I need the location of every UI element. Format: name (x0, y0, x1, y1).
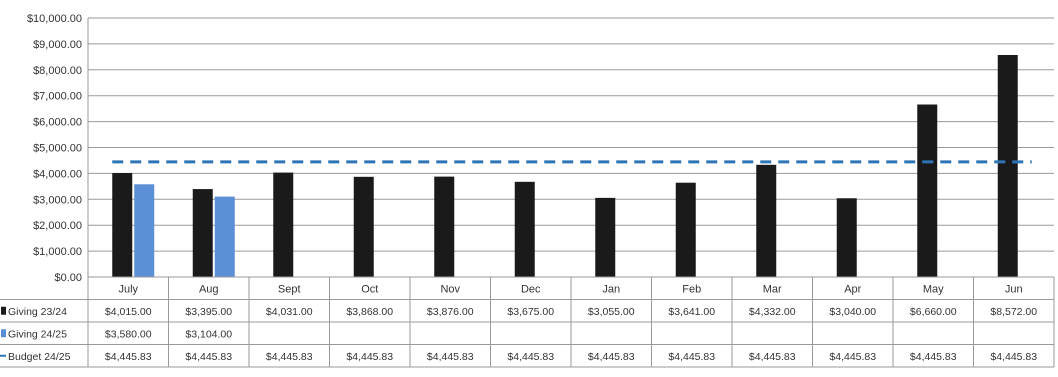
table-cell-value: $4,445.83 (507, 351, 554, 363)
table-cell-value: $4,445.83 (266, 351, 313, 363)
x-category-label: July (118, 283, 138, 295)
y-tick-label: $8,000.00 (33, 65, 82, 77)
bar-giving-23-24 (675, 182, 696, 277)
bar-giving-23-24 (112, 173, 133, 277)
table-cell-value: $4,445.83 (346, 351, 393, 363)
bar-giving-23-24 (273, 172, 294, 277)
table-cell-value: $4,445.83 (829, 351, 876, 363)
table-cell-value: $3,580.00 (105, 328, 152, 340)
y-tick-label: $6,000.00 (33, 117, 82, 129)
bar-giving-23-24 (756, 164, 777, 277)
gridlines (87, 17, 1054, 278)
x-category-label: Jun (1005, 283, 1023, 295)
x-category-label: Feb (682, 283, 701, 295)
x-category-label: Sept (278, 283, 301, 295)
bar-giving-23-24 (997, 54, 1018, 277)
y-tick-label: $10,000.00 (27, 13, 82, 25)
legend-key-giving-24-25 (1, 329, 6, 338)
y-tick-label: $4,000.00 (33, 168, 82, 180)
bar-giving-23-24 (836, 198, 857, 277)
y-tick-label: $1,000.00 (33, 246, 82, 258)
bar-giving-23-24 (595, 197, 616, 277)
table-cell-value: $4,445.83 (588, 351, 635, 363)
data-table: July Aug Sept Oct Nov Dec Jan Feb Mar Apr May Jun Gi… (0, 276, 1055, 368)
table-cell-value: $4,445.83 (990, 351, 1037, 363)
legend-label: Giving 23/24 (8, 306, 67, 318)
table-cell-value: $3,104.00 (185, 328, 232, 340)
y-tick-label: $9,000.00 (33, 39, 82, 51)
table-cell-value: $4,031.00 (266, 306, 313, 318)
table-cell-value: $4,445.83 (427, 351, 474, 363)
table-cell-value: $3,040.00 (829, 306, 876, 318)
legend-label: Giving 24/25 (8, 328, 67, 340)
table-cell-value: $6,660.00 (910, 306, 957, 318)
x-category-label: May (923, 283, 944, 295)
bar-giving-23-24 (514, 181, 535, 277)
x-category-label: Apr (844, 283, 861, 295)
y-axis-tick-labels: $0.00 $1,000.00 $2,000.00 $3,000.00 $4,000.0… (27, 13, 82, 284)
bar-giving-23-24 (353, 176, 374, 277)
table-cell-value: $3,675.00 (507, 306, 554, 318)
table-cell-value: $4,445.83 (668, 351, 715, 363)
y-tick-label: $0.00 (54, 272, 82, 284)
table-cell-value: $8,572.00 (990, 306, 1037, 318)
x-category-label: Nov (440, 283, 460, 295)
x-category-label: Dec (521, 283, 541, 295)
table-cell-value: $3,876.00 (427, 306, 474, 318)
y-tick-label: $3,000.00 (33, 194, 82, 206)
table-cell-value: $3,641.00 (668, 306, 715, 318)
bar-giving-23-24 (192, 189, 213, 277)
table-cell-value: $4,445.83 (105, 351, 152, 363)
bar-giving-24-25 (134, 184, 155, 277)
bar-giving-23-24 (917, 104, 938, 277)
table-cell-value: $4,015.00 (105, 306, 152, 318)
x-category-label: Aug (199, 283, 219, 295)
table-cell-value: $3,868.00 (346, 306, 393, 318)
legend-key-giving-23-24 (1, 306, 6, 315)
x-category-label: Jan (602, 283, 620, 295)
legend-label: Budget 24/25 (8, 351, 71, 363)
table-cell-value: $3,055.00 (588, 306, 635, 318)
table-cell-value: $4,445.83 (910, 351, 957, 363)
bar-giving-23-24 (434, 176, 455, 277)
bar-giving-24-25 (214, 196, 235, 277)
y-tick-label: $5,000.00 (33, 143, 82, 155)
table-cell-value: $3,395.00 (185, 306, 232, 318)
x-category-label: Oct (361, 283, 378, 295)
y-tick-label: $7,000.00 (33, 91, 82, 103)
bars (112, 54, 1018, 277)
table-cell-value: $4,332.00 (749, 306, 796, 318)
y-tick-label: $2,000.00 (33, 220, 82, 232)
table-cell-value: $4,445.83 (749, 351, 796, 363)
table-cell-value: $4,445.83 (185, 351, 232, 363)
x-category-label: Mar (763, 283, 782, 295)
